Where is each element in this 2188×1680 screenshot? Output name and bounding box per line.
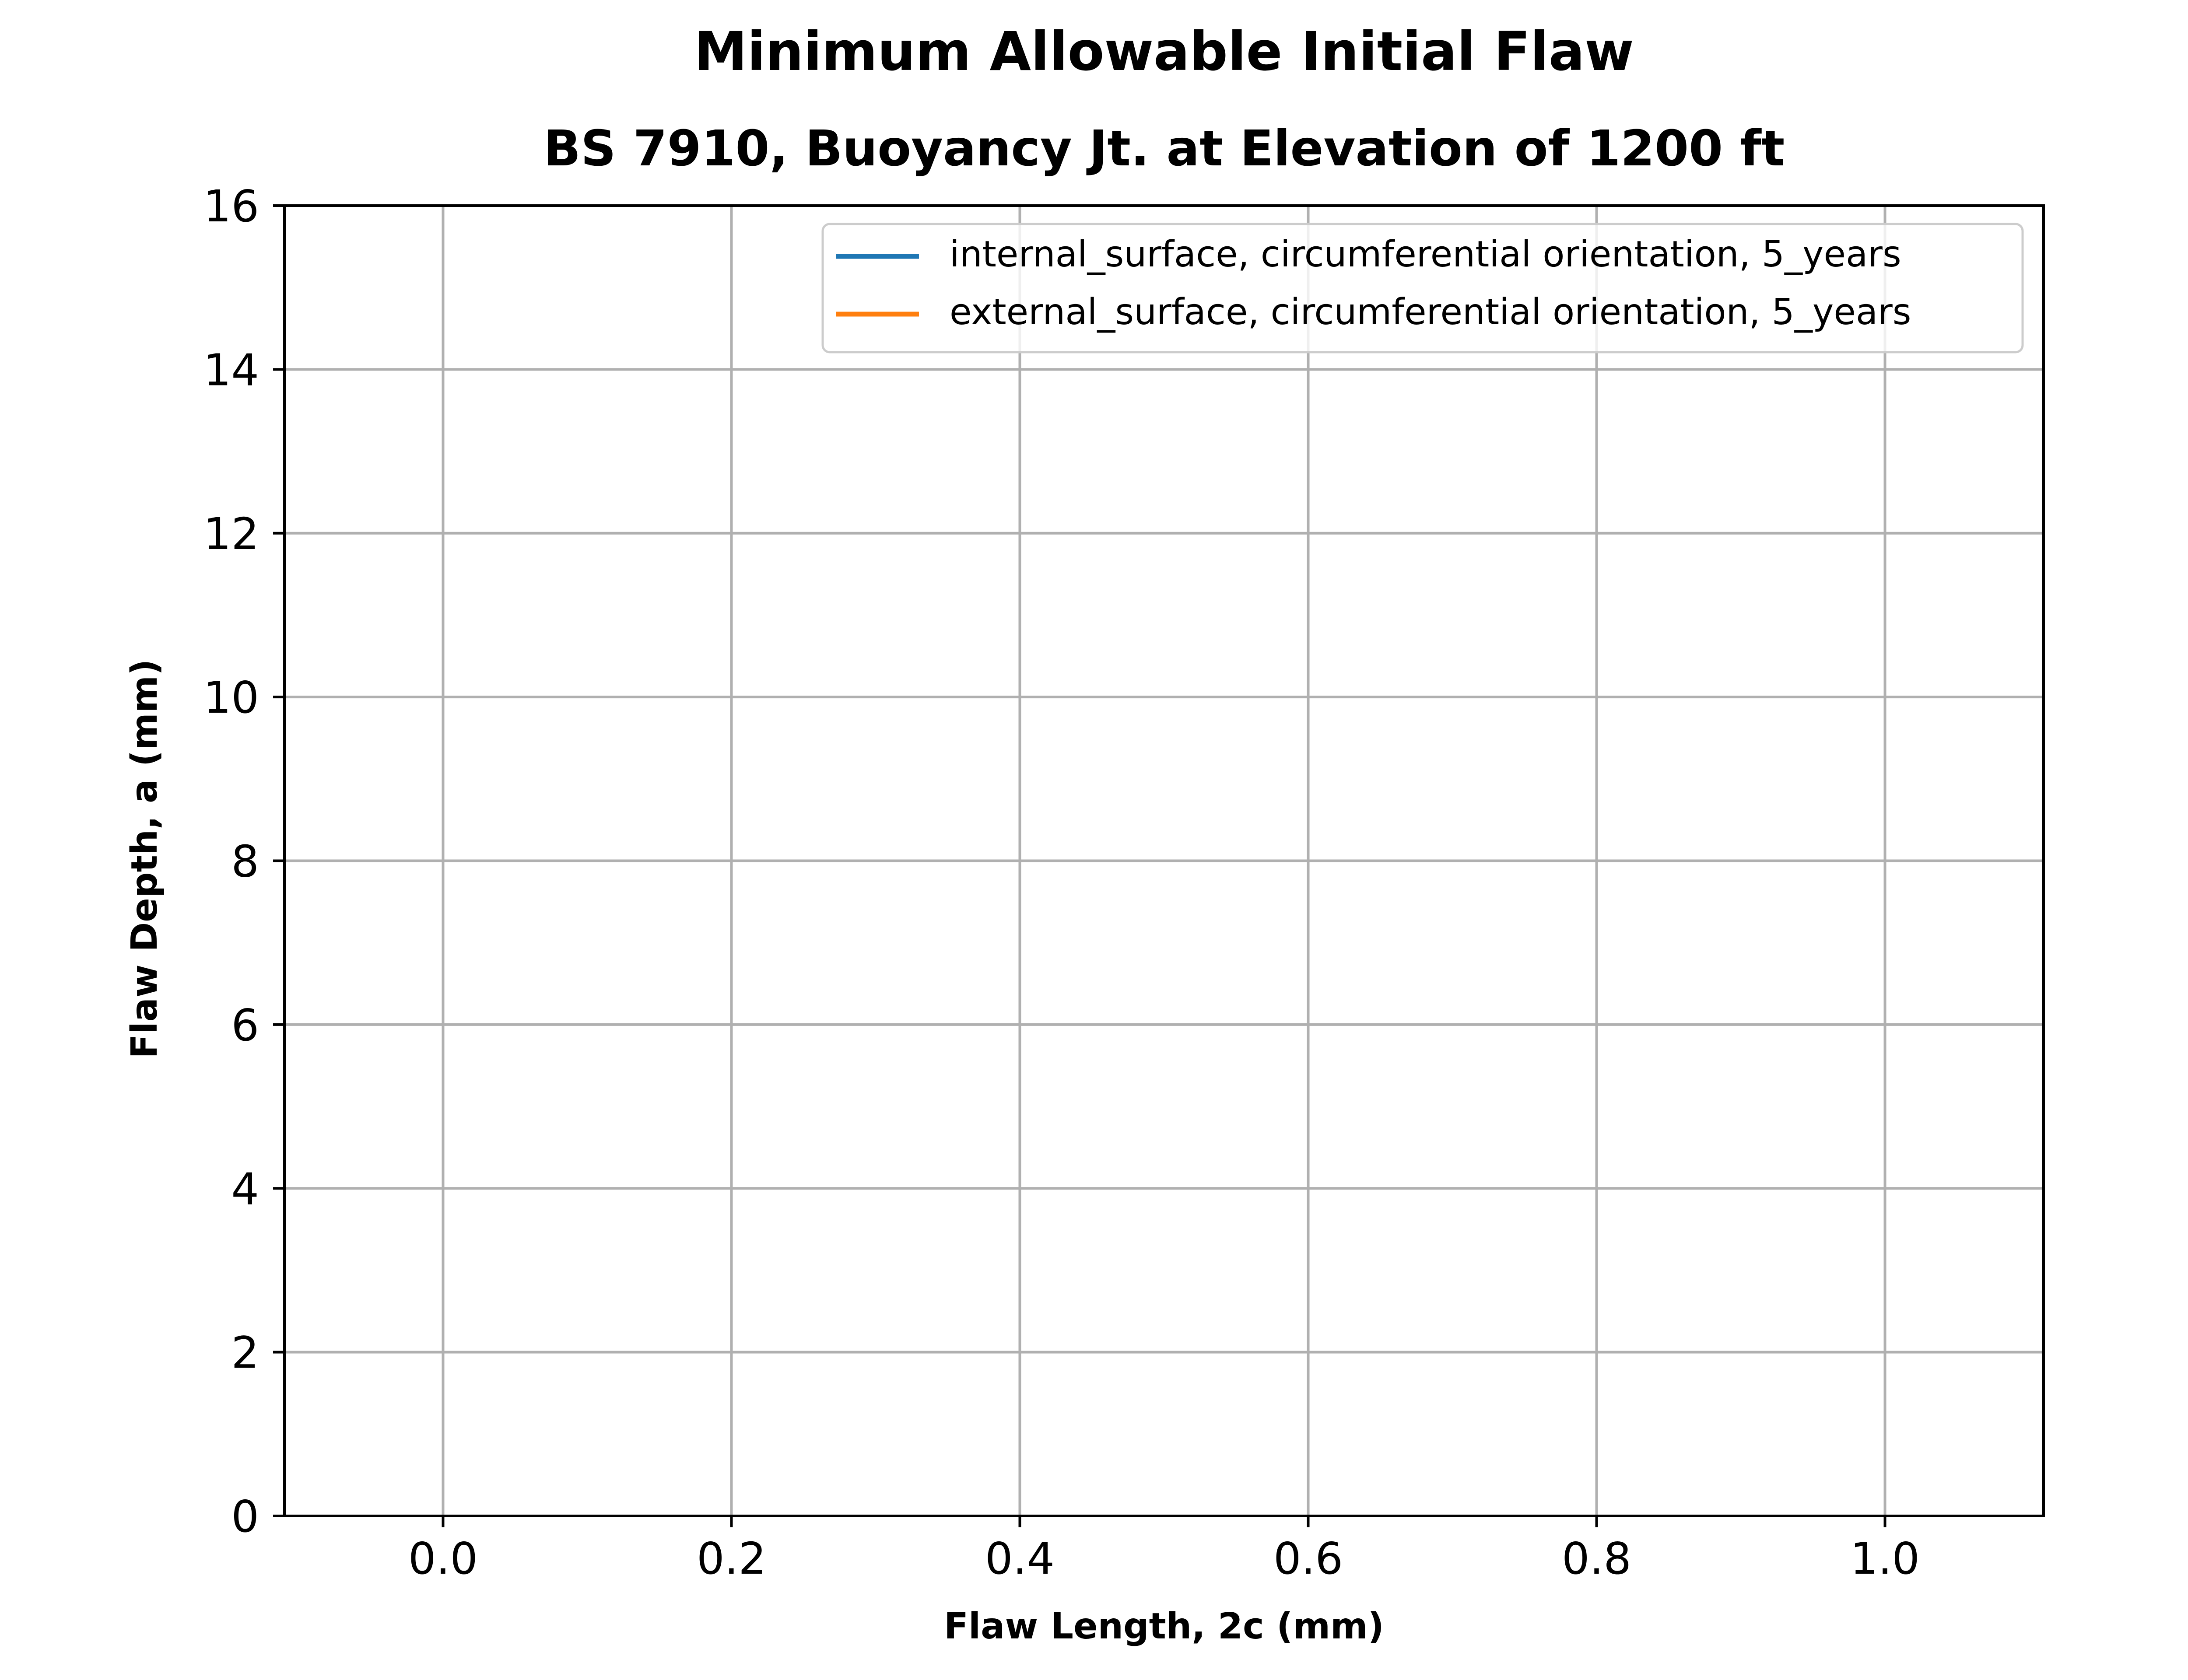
x-tick-label: 0.6 — [1273, 1533, 1343, 1584]
x-tick-label: 0.0 — [408, 1533, 478, 1584]
y-tick-label: 0 — [231, 1491, 259, 1542]
y-tick-label: 4 — [231, 1163, 259, 1214]
y-tick-label: 2 — [231, 1327, 259, 1379]
y-tick-label: 8 — [231, 836, 259, 887]
y-axis-label: Flaw Depth, a (mm) — [124, 659, 165, 1058]
x-axis-ticks: 0.0 0.2 0.4 0.6 0.8 1.0 — [408, 1516, 1920, 1584]
x-tick-label: 0.4 — [985, 1533, 1055, 1584]
x-tick-label: 0.2 — [697, 1533, 766, 1584]
legend: internal_surface, circumferential orient… — [821, 223, 2024, 354]
y-tick-label: 10 — [203, 672, 259, 723]
x-tick-label: 1.0 — [1850, 1533, 1920, 1584]
y-tick-label: 14 — [203, 344, 259, 396]
x-axis-label: Flaw Length, 2c (mm) — [944, 1606, 1384, 1647]
y-tick-label: 6 — [231, 1000, 259, 1051]
legend-entry-external: external_surface, circumferential orient… — [950, 291, 1911, 333]
chart-title: Minimum Allowable Initial Flaw — [694, 21, 1634, 83]
y-axis-ticks: 0 2 4 6 8 10 12 14 16 — [203, 181, 284, 1542]
legend-box — [821, 223, 2024, 354]
y-tick-label: 16 — [203, 181, 259, 232]
chart-subtitle: BS 7910, Buoyancy Jt. at Elevation of 12… — [543, 120, 1785, 177]
x-tick-label: 0.8 — [1562, 1533, 1631, 1584]
y-tick-label: 12 — [203, 508, 259, 560]
legend-entry-internal: internal_surface, circumferential orient… — [950, 234, 1901, 275]
